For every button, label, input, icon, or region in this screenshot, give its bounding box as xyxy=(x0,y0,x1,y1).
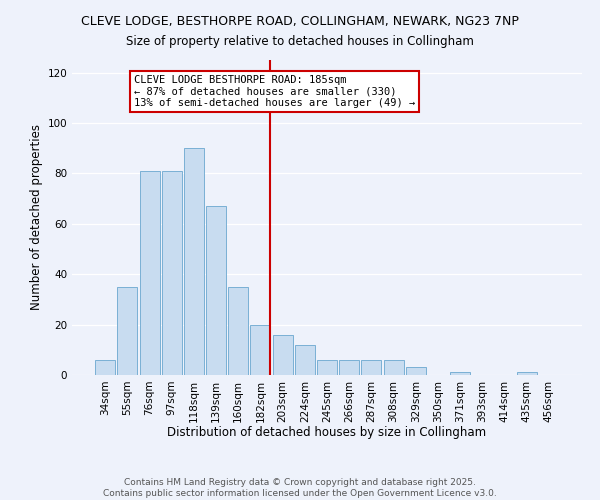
Bar xyxy=(272,334,293,375)
Text: Contains HM Land Registry data © Crown copyright and database right 2025.
Contai: Contains HM Land Registry data © Crown c… xyxy=(103,478,497,498)
Bar xyxy=(361,360,382,375)
Bar xyxy=(162,171,182,375)
Text: CLEVE LODGE BESTHORPE ROAD: 185sqm
← 87% of detached houses are smaller (330)
13: CLEVE LODGE BESTHORPE ROAD: 185sqm ← 87%… xyxy=(134,75,415,108)
Text: Size of property relative to detached houses in Collingham: Size of property relative to detached ho… xyxy=(126,35,474,48)
Bar xyxy=(406,368,426,375)
Bar xyxy=(250,324,271,375)
Bar xyxy=(517,372,536,375)
Text: CLEVE LODGE, BESTHORPE ROAD, COLLINGHAM, NEWARK, NG23 7NP: CLEVE LODGE, BESTHORPE ROAD, COLLINGHAM,… xyxy=(81,15,519,28)
Bar xyxy=(140,171,160,375)
Bar xyxy=(206,206,226,375)
Bar xyxy=(228,287,248,375)
Bar xyxy=(118,287,137,375)
Bar xyxy=(383,360,404,375)
Bar xyxy=(184,148,204,375)
Bar xyxy=(339,360,359,375)
Bar xyxy=(317,360,337,375)
Y-axis label: Number of detached properties: Number of detached properties xyxy=(30,124,43,310)
Bar xyxy=(295,345,315,375)
X-axis label: Distribution of detached houses by size in Collingham: Distribution of detached houses by size … xyxy=(167,426,487,439)
Bar xyxy=(95,360,115,375)
Bar xyxy=(450,372,470,375)
